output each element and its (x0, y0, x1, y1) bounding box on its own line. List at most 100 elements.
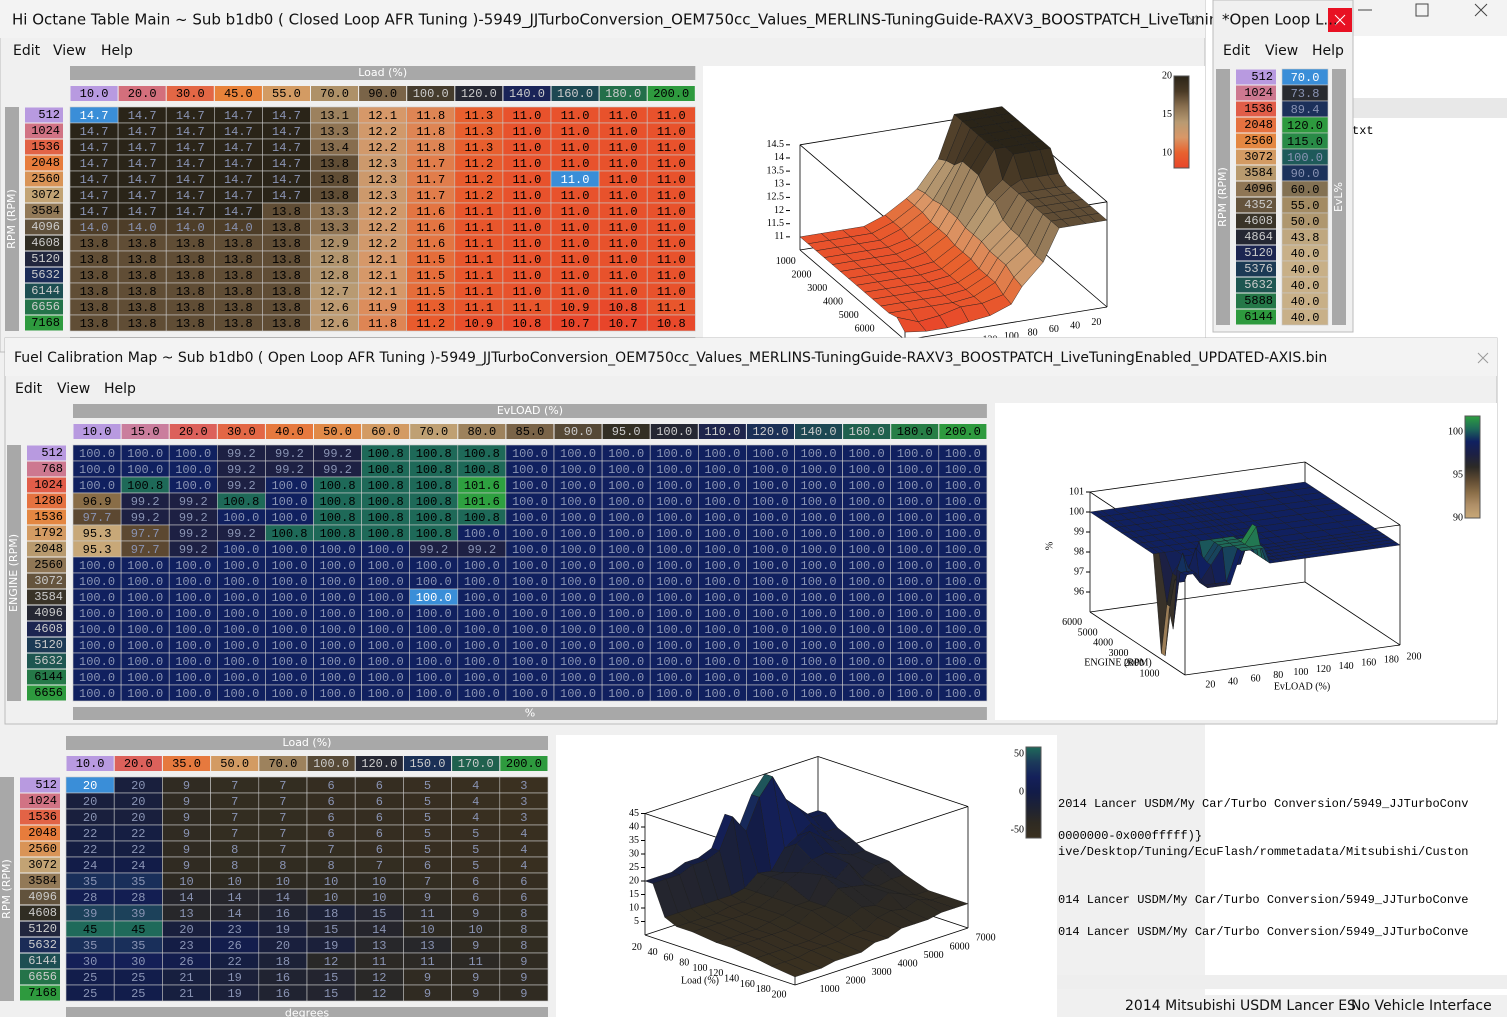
cell-value: 100.0 (608, 495, 644, 509)
cell-value: 99.2 (227, 463, 256, 477)
cell-value: 19 (227, 987, 241, 1001)
cell-value: 45 (131, 923, 145, 937)
cell-value: 9 (183, 827, 190, 841)
column-header-label: 180.0 (897, 425, 933, 439)
hi-octane-close[interactable] (1186, 14, 1198, 26)
cell-value: 10 (227, 875, 241, 889)
cell-value: 5 (472, 859, 479, 873)
window-controls[interactable] (1358, 3, 1488, 17)
cell-value: 24 (83, 859, 97, 873)
column-header (259, 756, 307, 771)
cell-value: 100.0 (223, 591, 259, 605)
cell-value: 100.0 (271, 655, 307, 669)
cell-value: 45 (83, 923, 97, 937)
cell-value: 100.0 (127, 623, 163, 637)
cell-value: 100.8 (464, 447, 500, 461)
column-header (169, 424, 217, 439)
row-header-label: 5120 (28, 922, 57, 936)
row-header-label: 512 (38, 108, 60, 122)
column-header (554, 424, 602, 439)
menu-item[interactable]: View (57, 381, 90, 397)
cell-value: 100.0 (560, 575, 596, 589)
colorbar-tick-label: 90 (1453, 512, 1463, 523)
cell[interactable] (1281, 308, 1329, 326)
cell[interactable] (646, 314, 696, 332)
cell-value: 14.7 (176, 205, 205, 219)
fuel-close[interactable] (1477, 352, 1489, 364)
log-fragment: txt (1352, 124, 1374, 138)
log-scrollbar[interactable] (1057, 975, 1507, 989)
menu-item[interactable]: Edit (15, 381, 43, 397)
cell-value: 11.1 (464, 205, 493, 219)
row-header (25, 315, 63, 331)
cell-value: 100.0 (752, 447, 788, 461)
cell-value: 5 (424, 779, 431, 793)
cell-value: 100.0 (801, 623, 837, 637)
cell-value: 100.0 (945, 447, 981, 461)
z-tick-label: 35 (629, 835, 639, 846)
menu-item[interactable]: Help (101, 43, 133, 59)
cell-value: 100.0 (127, 639, 163, 653)
cell-value: 100.0 (512, 543, 548, 557)
column-header (939, 424, 987, 439)
menu-item[interactable]: Help (104, 381, 136, 397)
cell-value: 100.0 (801, 543, 837, 557)
cell-value: 100.0 (223, 511, 259, 525)
column-header (403, 756, 452, 771)
menu-item[interactable]: Edit (13, 43, 41, 59)
cell-value: 100.0 (416, 591, 452, 605)
menu-item[interactable]: Edit (1223, 43, 1251, 59)
menu-item[interactable]: View (53, 43, 86, 59)
cell-value: 14.0 (128, 221, 157, 235)
cell-value: 14.7 (224, 109, 253, 123)
cell-value: 11.1 (464, 269, 493, 283)
row-header-label: 6144 (31, 284, 60, 298)
column-header-label: 20.0 (124, 757, 153, 771)
cell-value: 13.8 (272, 237, 301, 251)
cell-value: 50.0 (1291, 215, 1320, 229)
row-header (1236, 133, 1276, 149)
cell-value: 13.8 (320, 157, 349, 171)
cell-value: 14.7 (176, 189, 205, 203)
x-tick-label: 60 (1049, 324, 1059, 335)
cell-value: 100.0 (849, 655, 885, 669)
cell-value: 12.1 (368, 285, 397, 299)
cell-value: 100.0 (320, 639, 356, 653)
cell-value: 95.3 (83, 543, 112, 557)
y-tick-label: 6000 (855, 324, 875, 335)
cell-value: 100.8 (416, 479, 452, 493)
cell-value: 12.6 (320, 317, 349, 331)
row-header-label: 5632 (31, 268, 60, 282)
cell-value: 100.0 (656, 543, 692, 557)
cell-value: 60.0 (1291, 183, 1320, 197)
cell-value: 6 (472, 891, 479, 905)
cell-value: 15 (372, 907, 386, 921)
cell-value: 14.7 (128, 125, 157, 139)
cell-value: 14.7 (80, 173, 109, 187)
menu-item[interactable]: View (1265, 43, 1298, 59)
colorbar-tick-label: 15 (1162, 109, 1172, 120)
cell-value: 100.0 (752, 511, 788, 525)
cell[interactable] (499, 984, 549, 1002)
cell-value: 9 (424, 987, 431, 1001)
cell-value: 11.0 (513, 285, 542, 299)
x-tick-label: 200 (1407, 651, 1422, 662)
cell-value: 14.7 (176, 141, 205, 155)
z-tick-label: 40 (629, 821, 639, 832)
cell-value: 21 (179, 971, 193, 985)
cell-value: 100.0 (656, 687, 692, 701)
cell-value: 100.0 (801, 495, 837, 509)
cell-value: 100.0 (945, 543, 981, 557)
cell-value: 11.0 (513, 205, 542, 219)
x-tick-label: 160 (1361, 658, 1376, 669)
x-axis-label: Load (%) (283, 736, 332, 749)
cell-value: 13.8 (224, 317, 253, 331)
cell-value: 5 (472, 843, 479, 857)
column-header (311, 86, 359, 101)
cell-value: 14 (179, 891, 193, 905)
cell-value: 13 (179, 907, 193, 921)
row-header (1236, 245, 1276, 261)
y-tick-label: 2000 (791, 269, 811, 280)
cell-value: 14.7 (272, 109, 301, 123)
menu-item[interactable]: Help (1312, 43, 1344, 59)
